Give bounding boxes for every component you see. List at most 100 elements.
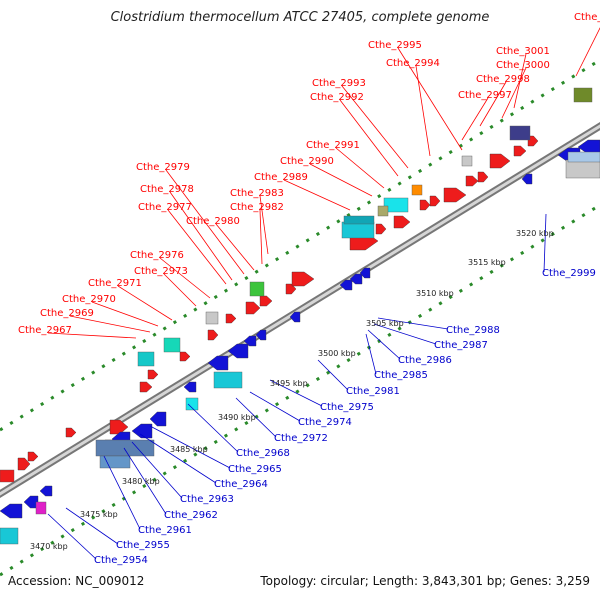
scale-label: 3520 kbp	[516, 229, 554, 238]
forward-gene-arrow	[17, 457, 31, 471]
reverse-gene-arrow	[243, 335, 257, 347]
reverse-gene-arrow	[289, 311, 301, 323]
reverse-gene-label: Cthe_2954	[94, 555, 148, 566]
scale-label: 3480 kbp	[122, 477, 160, 486]
reverse-gene-arrow	[349, 273, 363, 285]
reverse-label-leader	[235, 397, 277, 438]
accession-text: Accession: NC_009012	[8, 574, 145, 588]
label-leaders	[47, 27, 600, 560]
forward-label-leader	[117, 285, 173, 321]
forward-gene-box	[573, 87, 593, 103]
forward-label-leader	[215, 223, 255, 271]
genome-summary-text: Topology: circular; Length: 3,843,301 bp…	[260, 574, 590, 588]
forward-gene-box	[383, 197, 409, 213]
forward-gene-arrow	[225, 313, 237, 324]
forward-gene-arrow	[443, 187, 467, 203]
reverse-gene-arrow	[207, 355, 229, 371]
forward-gene-arrow	[109, 419, 129, 435]
reverse-gene-label: Cthe_2961	[138, 525, 192, 536]
forward-label-leader	[415, 65, 431, 157]
forward-label-leader	[397, 47, 463, 151]
reverse-gene-arrow	[521, 173, 533, 185]
reverse-gene-label: Cthe_2987	[434, 340, 488, 351]
reverse-label-leader	[365, 333, 377, 375]
reverse-tick-row	[0, 203, 600, 577]
reverse-label-leader	[367, 329, 401, 360]
forward-gene-arrow	[245, 301, 261, 315]
reverse-gene-arrow	[339, 279, 353, 291]
reverse-gene-box	[95, 439, 155, 457]
reverse-label-leader	[139, 433, 217, 484]
reverse-label-leader	[149, 425, 231, 469]
reverse-label-leader	[131, 441, 183, 499]
reverse-gene-arrow	[39, 485, 53, 497]
forward-gene-label: Cthe_2992	[310, 92, 364, 103]
forward-label-leader	[69, 315, 151, 333]
forward-label-leader	[167, 209, 227, 285]
forward-gene-label: Cthe_3000	[496, 60, 550, 71]
forward-gene-arrow	[259, 295, 273, 307]
forward-label-leader	[479, 81, 507, 127]
reverse-label-leader	[543, 213, 547, 273]
forward-gene-label: Cthe_2971	[88, 278, 142, 289]
forward-gene-box	[411, 184, 423, 196]
forward-gene-box	[461, 155, 473, 167]
reverse-gene-label: Cthe_2999	[542, 268, 596, 279]
forward-gene-label: Cthe_2998	[476, 74, 530, 85]
forward-gene-arrow	[179, 351, 191, 362]
forward-gene-arrow	[465, 175, 479, 187]
forward-gene-arrow	[207, 329, 219, 341]
scale-label: 3505 kbp	[366, 319, 404, 328]
gene-features	[0, 87, 600, 545]
reverse-gene-label: Cthe_2974	[298, 417, 352, 428]
reverse-label-leader	[373, 323, 437, 345]
reverse-gene-arrow	[0, 503, 23, 519]
forward-label-leader	[339, 99, 399, 177]
forward-label-leader	[309, 163, 373, 197]
forward-gene-arrow	[429, 195, 441, 207]
forward-gene-label: Cthe_2997	[458, 90, 512, 101]
reverse-gene-label: Cthe_2986	[398, 355, 452, 366]
forward-gene-arrow	[291, 271, 315, 287]
reverse-gene-arrow	[359, 267, 371, 279]
forward-gene-label: Cthe_2995	[368, 40, 422, 51]
reverse-label-leader	[47, 513, 97, 560]
forward-gene-label: Cthe_3001	[496, 46, 550, 57]
reverse-gene-box	[213, 371, 243, 389]
forward-gene-box	[377, 205, 389, 217]
forward-gene-box	[509, 125, 531, 141]
reverse-gene-arrow	[255, 329, 267, 341]
forward-gene-arrow	[139, 381, 153, 393]
forward-label-leader	[575, 27, 600, 77]
reverse-label-leader	[123, 447, 167, 515]
forward-gene-label: Cthe_2969	[40, 308, 94, 319]
map-title: Clostridium thermocellum ATCC 27405, com…	[110, 10, 490, 25]
forward-label-leader	[335, 147, 385, 189]
forward-gene-label: Cthe_2970	[62, 294, 116, 305]
forward-gene-label: Cthe_2978	[140, 184, 194, 195]
backbone-inner	[0, 124, 600, 496]
reverse-label-leader	[187, 403, 239, 453]
forward-gene-label: Cthe_2976	[130, 250, 184, 261]
reverse-gene-arrow	[149, 411, 167, 427]
forward-gene-arrow	[527, 135, 539, 147]
forward-gene-box	[249, 281, 265, 297]
reverse-gene-label: Cthe_2972	[274, 433, 328, 444]
forward-label-leader	[47, 332, 137, 339]
reverse-gene-arrow	[227, 343, 249, 359]
reverse-gene-box	[567, 151, 600, 163]
scale-label: 3485 kbp	[170, 445, 208, 454]
reverse-gene-label: Cthe_2962	[164, 510, 218, 521]
forward-gene-label: Cthe_2982	[230, 202, 284, 213]
gene-labels: 3470 kbp 3475 kbp 3480 kbp 3485 kbp 3490 kbp…	[18, 12, 600, 566]
forward-gene-arrow	[65, 427, 77, 438]
reverse-label-leader	[269, 379, 323, 407]
reverse-gene-box	[35, 501, 47, 515]
forward-gene-label: Cthe_2990	[280, 156, 334, 167]
scale-label: 3500 kbp	[318, 349, 356, 358]
forward-gene-label: Cthe_2973	[134, 266, 188, 277]
forward-gene-arrow	[393, 215, 411, 229]
forward-gene-label: Cthe_2989	[254, 172, 308, 183]
reverse-gene-box	[185, 397, 199, 411]
